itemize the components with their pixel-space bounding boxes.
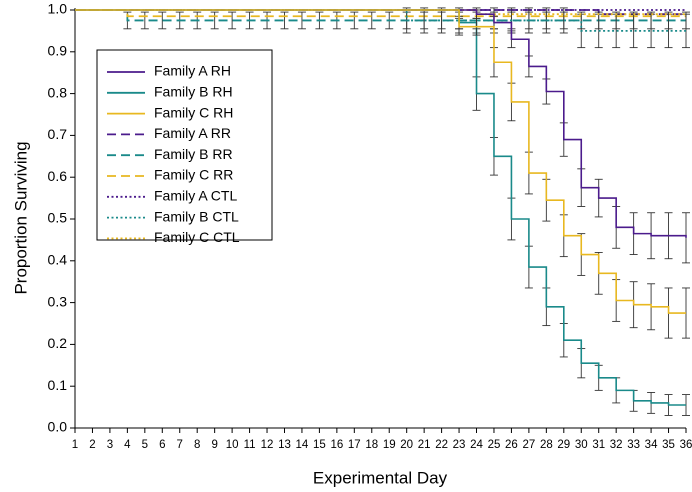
x-tick-label: 10 xyxy=(226,439,239,451)
y-tick-label: 0.2 xyxy=(48,335,68,351)
x-tick-label: 2 xyxy=(89,439,95,451)
step-line xyxy=(75,9,686,22)
x-tick-label: 17 xyxy=(348,439,361,451)
x-tick-label: 26 xyxy=(505,439,518,451)
y-tick-label: 0.0 xyxy=(48,419,68,435)
legend-box xyxy=(96,49,273,241)
error-bar xyxy=(350,11,359,30)
error-bar xyxy=(367,11,376,30)
error-bar xyxy=(228,11,237,30)
x-tick-label: 18 xyxy=(365,439,378,451)
x-tick-label: 4 xyxy=(124,439,131,451)
legend-label: Family A RR xyxy=(154,125,231,141)
x-tick-label: 21 xyxy=(418,439,431,451)
x-tick-label: 8 xyxy=(194,439,200,451)
x-tick-label: 3 xyxy=(107,439,113,451)
error-bar xyxy=(297,11,306,30)
x-tick-label: 9 xyxy=(211,439,217,451)
x-tick-label: 13 xyxy=(278,439,291,451)
x-tick-label: 31 xyxy=(592,439,605,451)
x-tick-label: 29 xyxy=(557,439,570,451)
legend-label: Family B CTL xyxy=(154,208,239,224)
x-tick-label: 22 xyxy=(435,439,448,451)
x-tick-label: 27 xyxy=(522,439,535,451)
x-tick-label: 32 xyxy=(610,439,623,451)
y-tick-label: 0.1 xyxy=(48,377,68,393)
legend-label: Family A RH xyxy=(154,63,231,79)
error-bar xyxy=(559,7,568,34)
error-bar xyxy=(140,11,149,30)
y-tick-label: 0.8 xyxy=(48,84,68,100)
error-bar xyxy=(280,11,289,30)
y-tick-label: 0.9 xyxy=(48,43,68,59)
x-tick-label: 5 xyxy=(142,439,148,451)
x-tick-label: 24 xyxy=(470,439,483,451)
step-line xyxy=(75,9,686,314)
x-tick-label: 25 xyxy=(488,439,501,451)
legend-label: Family C RR xyxy=(154,167,233,183)
x-tick-label: 35 xyxy=(662,439,675,451)
x-tick-label: 6 xyxy=(159,439,165,451)
y-tick-label: 0.7 xyxy=(48,126,68,142)
x-tick-label: 12 xyxy=(261,439,274,451)
legend-label: Family C RH xyxy=(154,104,233,120)
x-tick-label: 30 xyxy=(575,439,588,451)
y-tick-label: 0.5 xyxy=(48,210,68,226)
y-tick-label: 0.3 xyxy=(48,293,68,309)
x-tick-label: 7 xyxy=(177,439,183,451)
x-tick-label: 33 xyxy=(627,439,640,451)
x-tick-label: 20 xyxy=(400,439,413,451)
error-bar xyxy=(437,7,446,34)
x-tick-label: 11 xyxy=(244,439,256,451)
x-tick-label: 19 xyxy=(383,439,396,451)
legend-label: Family B RR xyxy=(154,146,233,162)
error-bar xyxy=(158,11,167,30)
x-tick-label: 36 xyxy=(680,439,692,451)
x-tick-label: 14 xyxy=(296,439,309,451)
error-bar xyxy=(420,7,429,34)
y-axis-label: Proportion Surviving xyxy=(11,141,30,294)
x-tick-label: 1 xyxy=(72,439,78,451)
y-tick-label: 0.6 xyxy=(48,168,68,184)
legend-label: Family C CTL xyxy=(154,229,240,245)
x-axis-label: Experimental Day xyxy=(313,468,448,487)
x-tick-label: 15 xyxy=(313,439,326,451)
x-tick-label: 23 xyxy=(453,439,466,451)
y-tick-label: 1.0 xyxy=(48,1,68,17)
y-tick-label: 0.4 xyxy=(48,252,68,268)
step-line xyxy=(75,9,686,18)
x-tick-label: 28 xyxy=(540,439,553,451)
legend-label: Family A CTL xyxy=(154,188,237,204)
error-bar xyxy=(210,11,219,30)
legend-label: Family B RH xyxy=(154,84,233,100)
x-tick-label: 34 xyxy=(645,439,658,451)
x-tick-label: 16 xyxy=(330,439,343,451)
